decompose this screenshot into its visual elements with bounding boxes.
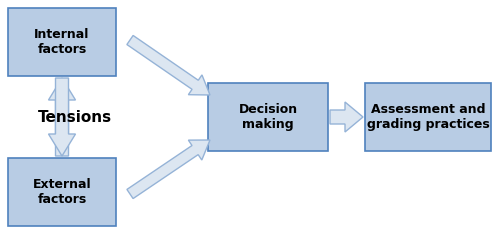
- Polygon shape: [127, 36, 210, 95]
- Text: External
factors: External factors: [32, 178, 92, 206]
- Polygon shape: [48, 78, 76, 156]
- FancyBboxPatch shape: [8, 8, 116, 76]
- Polygon shape: [330, 102, 363, 132]
- FancyBboxPatch shape: [365, 83, 491, 151]
- Text: Tensions: Tensions: [38, 110, 112, 124]
- Text: Internal
factors: Internal factors: [34, 28, 90, 56]
- Text: Decision
making: Decision making: [238, 103, 298, 131]
- Polygon shape: [127, 140, 210, 199]
- Text: Assessment and
grading practices: Assessment and grading practices: [366, 103, 490, 131]
- FancyBboxPatch shape: [8, 158, 116, 226]
- FancyBboxPatch shape: [208, 83, 328, 151]
- Polygon shape: [48, 78, 76, 156]
